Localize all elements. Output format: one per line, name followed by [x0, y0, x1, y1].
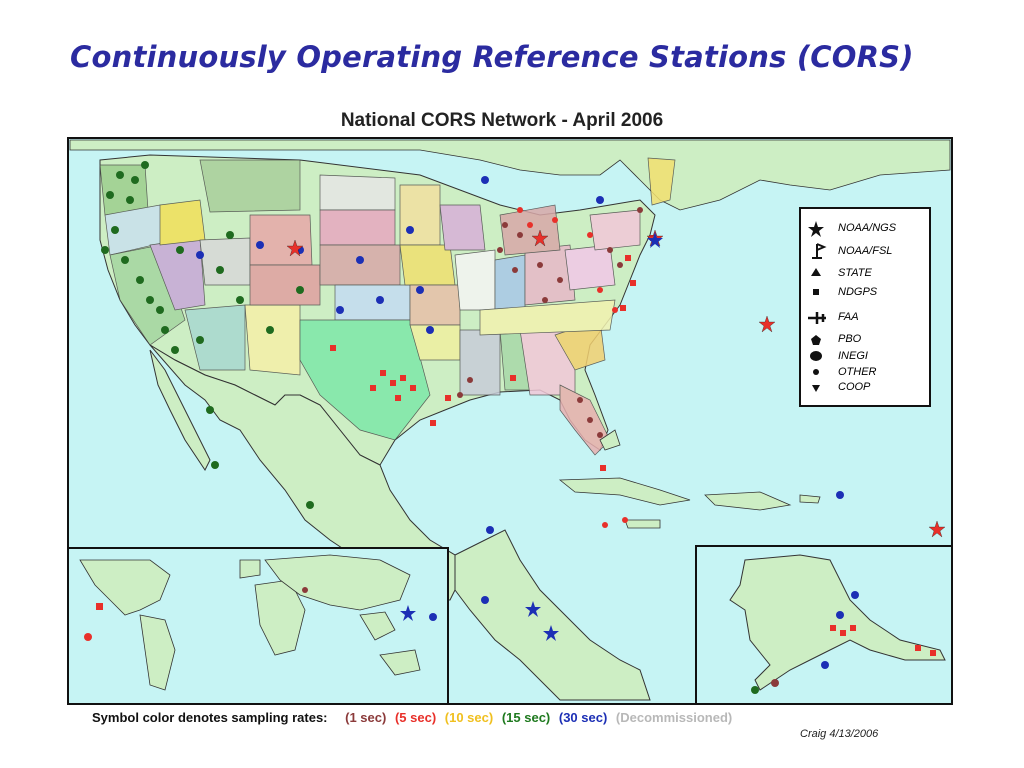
pbo-stations — [101, 161, 314, 509]
legend-item-label: FAA — [838, 311, 859, 323]
legend-item-label: NOAA/FSL — [838, 245, 893, 257]
ngs-sites — [457, 207, 643, 438]
rate-5sec: (5 sec) — [394, 710, 437, 725]
map-credit: Craig 4/13/2006 — [800, 728, 879, 740]
canada-land — [69, 139, 951, 211]
legend-item-label: OTHER — [838, 366, 877, 378]
legend-item-label: PBO — [838, 333, 862, 345]
world-stations — [84, 587, 437, 641]
map-legend — [799, 207, 931, 407]
map-title: National CORS Network - April 2006 — [340, 110, 664, 131]
noaa-ngs-blue-stars — [400, 232, 663, 641]
rate-30sec: (30 sec) — [558, 710, 608, 725]
alaska-inset — [695, 545, 953, 705]
rate-15sec: (15 sec) — [501, 710, 551, 725]
central-america-land — [454, 529, 651, 701]
legend-item-label: NDGPS — [838, 286, 878, 298]
rate-decommissioned: (Decommissioned) — [615, 710, 733, 725]
legend-item-label: COOP — [838, 381, 871, 393]
caption-prefix: Symbol color denotes sampling rates: — [92, 710, 328, 725]
world-inset — [67, 547, 449, 705]
legend-item-label: STATE — [838, 267, 872, 279]
sampling-rate-caption: Symbol color denotes sampling rates: (1 … — [92, 710, 737, 725]
rate-1sec: (1 sec) — [345, 710, 387, 725]
baja-land — [149, 349, 211, 471]
slide-title: Continuously Operating Reference Station… — [70, 40, 914, 74]
legend-item-label: NOAA/NGS — [838, 222, 897, 234]
state-stations — [517, 207, 628, 528]
legend-item-label: INEGI — [838, 350, 868, 362]
caribbean-islands — [558, 429, 821, 529]
station-symbols — [84, 161, 946, 694]
alaska-stations — [751, 591, 936, 694]
rate-10sec: (10 sec) — [444, 710, 494, 725]
